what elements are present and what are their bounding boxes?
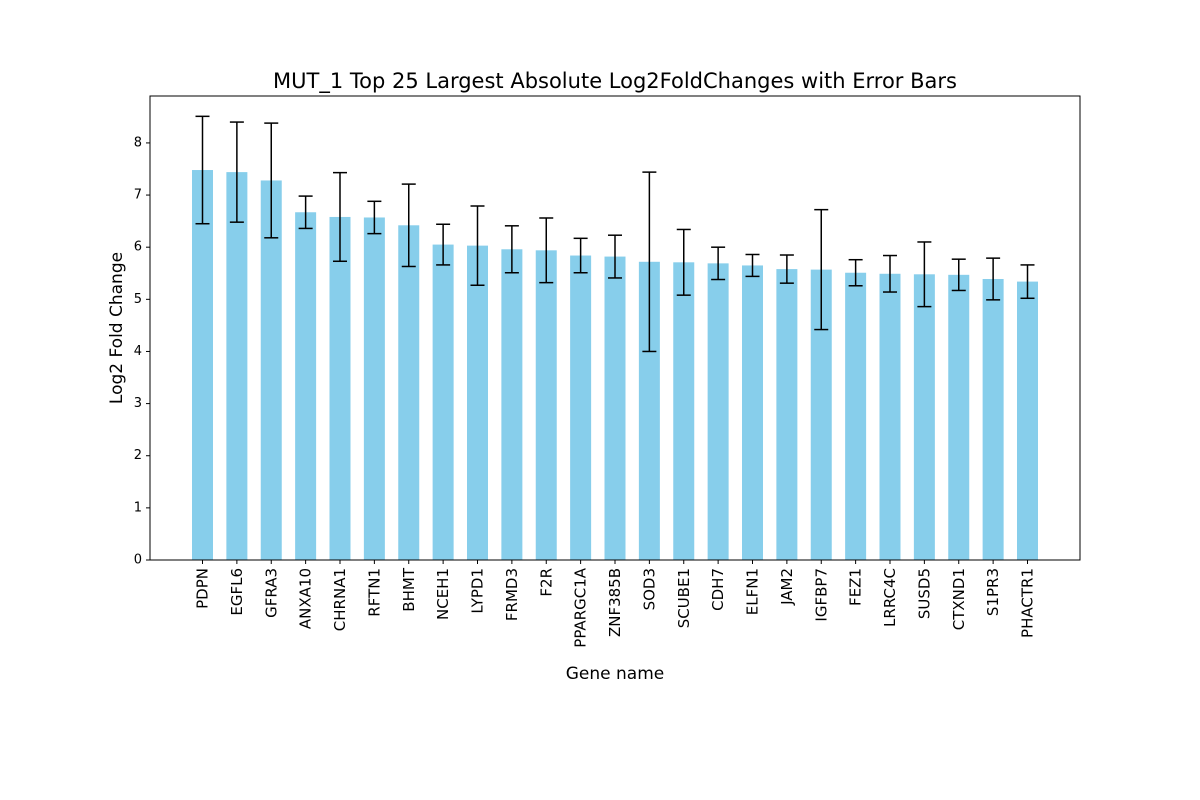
- error-bar-ctxnd1: [951, 258, 966, 292]
- y-axis-ticks: 0 1 2 3 4 5 6 7 8: [134, 135, 150, 568]
- x-tick-label: NCEH1: [434, 568, 452, 620]
- y-tick-label: 5: [134, 292, 142, 307]
- x-axis-ticks: PDPN EGFL6 GFRA3 ANXA10 CHRNA1 RFTN1 BHMT NCEH1…: [194, 560, 1037, 648]
- x-tick-label: F2R: [537, 568, 555, 597]
- error-bar-egfl6: [229, 121, 244, 223]
- bar-igfbp7: [810, 269, 832, 560]
- x-tick-label: PHACTR1: [1019, 568, 1037, 638]
- y-tick-label: 7: [134, 188, 142, 203]
- x-tick-label: PPARGC1A: [572, 567, 590, 647]
- x-tick-label: CDH7: [709, 568, 727, 611]
- x-tick-label: RFTN1: [365, 568, 383, 617]
- x-tick-label: ANXA10: [297, 568, 315, 629]
- x-tick-label: IGFBP7: [812, 568, 830, 622]
- x-tick-label: LYPD1: [469, 568, 487, 614]
- bar-fez1: [845, 272, 867, 560]
- bar-nceh1: [432, 244, 454, 560]
- bar-egfl6: [226, 172, 248, 560]
- y-tick-label: 6: [134, 240, 142, 255]
- bar-jam2: [776, 269, 798, 560]
- bar-znf385b: [604, 256, 626, 560]
- error-bar-lypd1: [470, 205, 485, 286]
- bar-frmd3: [501, 249, 523, 560]
- bar-phactr1: [1017, 281, 1038, 560]
- error-bar-znf385b: [608, 234, 622, 279]
- error-bar-s1pr3: [986, 257, 1001, 301]
- error-bars-group: [195, 115, 1035, 353]
- error-bar-cdh7: [711, 246, 726, 281]
- x-tick-label: BHMT: [400, 567, 418, 612]
- x-tick-label: EGFL6: [228, 568, 246, 616]
- bars-group: [192, 170, 1038, 561]
- bar-elfn1: [742, 265, 763, 560]
- bar-cdh7: [707, 263, 729, 560]
- error-bar-ppargc1a: [573, 237, 588, 274]
- bar-ppargc1a: [570, 255, 592, 560]
- error-bar-anxa10: [298, 195, 313, 230]
- bar-scube1: [673, 262, 695, 560]
- error-bar-lrrc4c: [883, 254, 897, 293]
- bar-f2r: [535, 250, 557, 561]
- x-tick-label: GFRA3: [262, 568, 280, 618]
- x-tick-label: FRMD3: [503, 568, 521, 621]
- bar-ctxnd1: [948, 274, 970, 560]
- x-tick-label: LRRC4C: [881, 568, 899, 627]
- x-tick-label: PDPN: [194, 568, 212, 609]
- bar-chrna1: [329, 216, 351, 560]
- x-tick-label: ZNF385B: [606, 568, 624, 637]
- error-bar-bhmt: [401, 183, 416, 268]
- bar-s1pr3: [982, 278, 1004, 560]
- x-tick-label: SCUBE1: [675, 568, 693, 628]
- y-tick-label: 0: [134, 553, 142, 568]
- y-tick-label: 4: [134, 344, 142, 359]
- x-axis-label: Gene name: [566, 664, 664, 684]
- x-tick-label: JAM2: [778, 568, 796, 606]
- error-bar-f2r: [539, 217, 554, 284]
- x-tick-label: CHRNA1: [331, 568, 349, 631]
- y-tick-label: 2: [134, 448, 142, 463]
- error-bar-gfra3: [264, 122, 279, 239]
- error-bar-frmd3: [504, 225, 519, 274]
- x-tick-label: SOD3: [640, 568, 658, 610]
- error-bar-pdpn: [195, 115, 210, 225]
- error-bar-nceh1: [436, 223, 451, 266]
- bar-rftn1: [363, 217, 385, 560]
- error-bar-susd5: [917, 241, 932, 308]
- bar-bhmt: [398, 225, 420, 561]
- x-tick-label: ELFN1: [744, 568, 762, 615]
- error-bar-phactr1: [1020, 264, 1035, 300]
- error-bar-igfbp7: [814, 208, 829, 331]
- x-tick-label: FEZ1: [847, 568, 865, 606]
- error-bar-fez1: [848, 258, 863, 287]
- bar-pdpn: [192, 170, 213, 560]
- error-bar-chrna1: [333, 171, 347, 263]
- bar-anxa10: [295, 212, 317, 560]
- x-tick-label: S1PR3: [984, 568, 1002, 616]
- error-bar-rftn1: [367, 200, 382, 235]
- error-bar-jam2: [779, 254, 794, 284]
- x-tick-label: SUSD5: [915, 568, 933, 619]
- y-tick-label: 3: [134, 396, 142, 411]
- y-tick-label: 8: [134, 135, 142, 150]
- chart-title: MUT_1 Top 25 Largest Absolute Log2FoldCh…: [273, 69, 957, 94]
- error-bar-sod3: [642, 171, 657, 353]
- bar-gfra3: [260, 180, 282, 560]
- bar-lypd1: [467, 245, 488, 561]
- y-tick-label: 1: [134, 500, 142, 515]
- bar-lrrc4c: [879, 273, 901, 560]
- x-tick-label: CTXND1: [950, 568, 968, 630]
- error-bar-scube1: [676, 228, 691, 296]
- bar-sod3: [638, 261, 660, 560]
- error-bar-elfn1: [745, 253, 760, 278]
- bar-susd5: [913, 274, 935, 560]
- y-axis-label: Log2 Fold Change: [107, 252, 127, 404]
